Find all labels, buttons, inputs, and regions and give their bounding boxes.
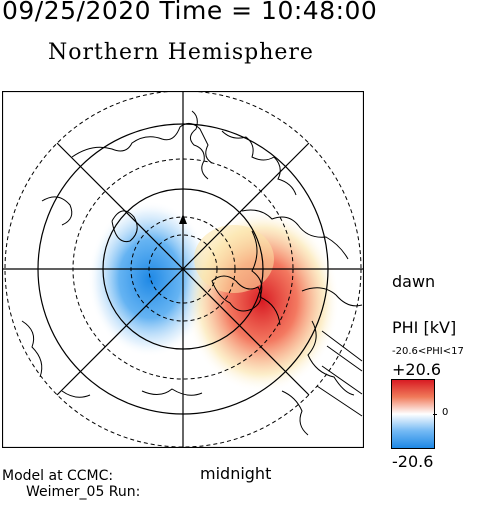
colorbar-zero-tick — [433, 414, 437, 415]
negative-potential-cell — [88, 201, 212, 357]
colorbar-max-label: +20.6 — [392, 360, 442, 379]
midnight-label: midnight — [200, 464, 272, 483]
coastlines — [21, 110, 363, 436]
colorbar-range-label: -20.6<PHI<17 — [392, 346, 464, 357]
run-label: Weimer_05 Run: — [26, 484, 141, 500]
colorbar-min-label: -20.6 — [392, 452, 434, 471]
meridian-grid — [2, 91, 364, 448]
colorbar-variable-label: PHI [kV] — [392, 318, 457, 337]
model-label: Model at CCMC: — [2, 468, 114, 484]
colorbar — [391, 379, 435, 449]
dawn-label: dawn — [392, 272, 436, 291]
pole-marker — [179, 214, 187, 224]
polar-potential-map — [2, 91, 364, 448]
colorbar-zero-label: 0 — [442, 407, 449, 418]
timestamp-title: 09/25/2020 Time = 10:48:00 — [2, 0, 378, 25]
hemisphere-title: Northern Hemisphere — [48, 40, 314, 65]
